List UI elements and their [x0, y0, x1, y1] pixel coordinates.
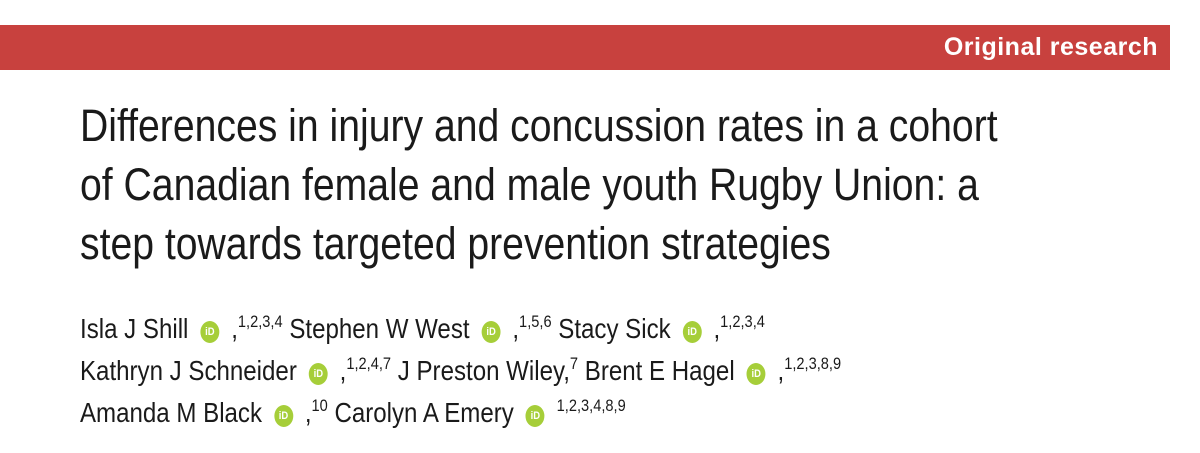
orcid-icon: iD [746, 363, 766, 385]
orcid-icon: iD [682, 321, 702, 343]
orcid-icon: iD [525, 405, 545, 427]
author-name: Brent E Hagel [584, 355, 735, 386]
title-line: step towards targeted prevention strateg… [80, 218, 831, 269]
author-name: Kathryn J Schneider [80, 355, 297, 386]
title: Differences in injury and concussion rat… [80, 96, 1141, 273]
affiliations: 1,2,3,4,8,9 [556, 396, 626, 415]
author-list: Isla J Shill iD ,1,2,3,4 Stephen W West iD… [80, 308, 1198, 434]
author-name: Stephen W West [289, 313, 470, 344]
separator: , [713, 313, 721, 344]
author-name: Amanda M Black [80, 397, 263, 428]
affiliations: 1,5,6 [519, 312, 552, 331]
affiliations: 1,2,3,8,9 [784, 354, 842, 373]
author-name: Isla J Shill [80, 313, 189, 344]
orcid-icon: iD [481, 321, 501, 343]
affiliations: 1,2,4,7 [346, 354, 392, 373]
author-name: Carolyn A Emery [334, 397, 514, 428]
separator: , [777, 355, 785, 386]
author-line: Isla J Shill iD ,1,2,3,4 Stephen W West iD… [80, 308, 1198, 350]
header-bar: Original research [0, 25, 1170, 70]
separator: , [304, 397, 312, 428]
separator: , [512, 313, 520, 344]
affiliations: 1,2,3,4 [720, 312, 765, 331]
author-name: Stacy Sick [558, 313, 671, 344]
author-line: Amanda M Black iD ,10 Carolyn A Emery iD 1… [80, 392, 1198, 434]
title-line: of Canadian female and male youth Rugby … [80, 159, 979, 210]
orcid-icon: iD [308, 363, 328, 385]
separator: , [339, 355, 347, 386]
author-name: J Preston Wiley [397, 355, 564, 386]
orcid-icon: iD [200, 321, 220, 343]
orcid-icon: iD [274, 405, 293, 427]
separator: , [231, 313, 238, 344]
affiliations: 7 [569, 354, 579, 373]
article-type: Original research [943, 33, 1158, 61]
separator: , [563, 355, 570, 386]
title-line: Differences in injury and concussion rat… [80, 100, 998, 151]
author-line: Kathryn J Schneider iD ,1,2,4,7 J Preston… [80, 350, 1198, 392]
affiliations: 10 [311, 396, 328, 415]
affiliations: 1,2,3,4 [237, 312, 283, 331]
